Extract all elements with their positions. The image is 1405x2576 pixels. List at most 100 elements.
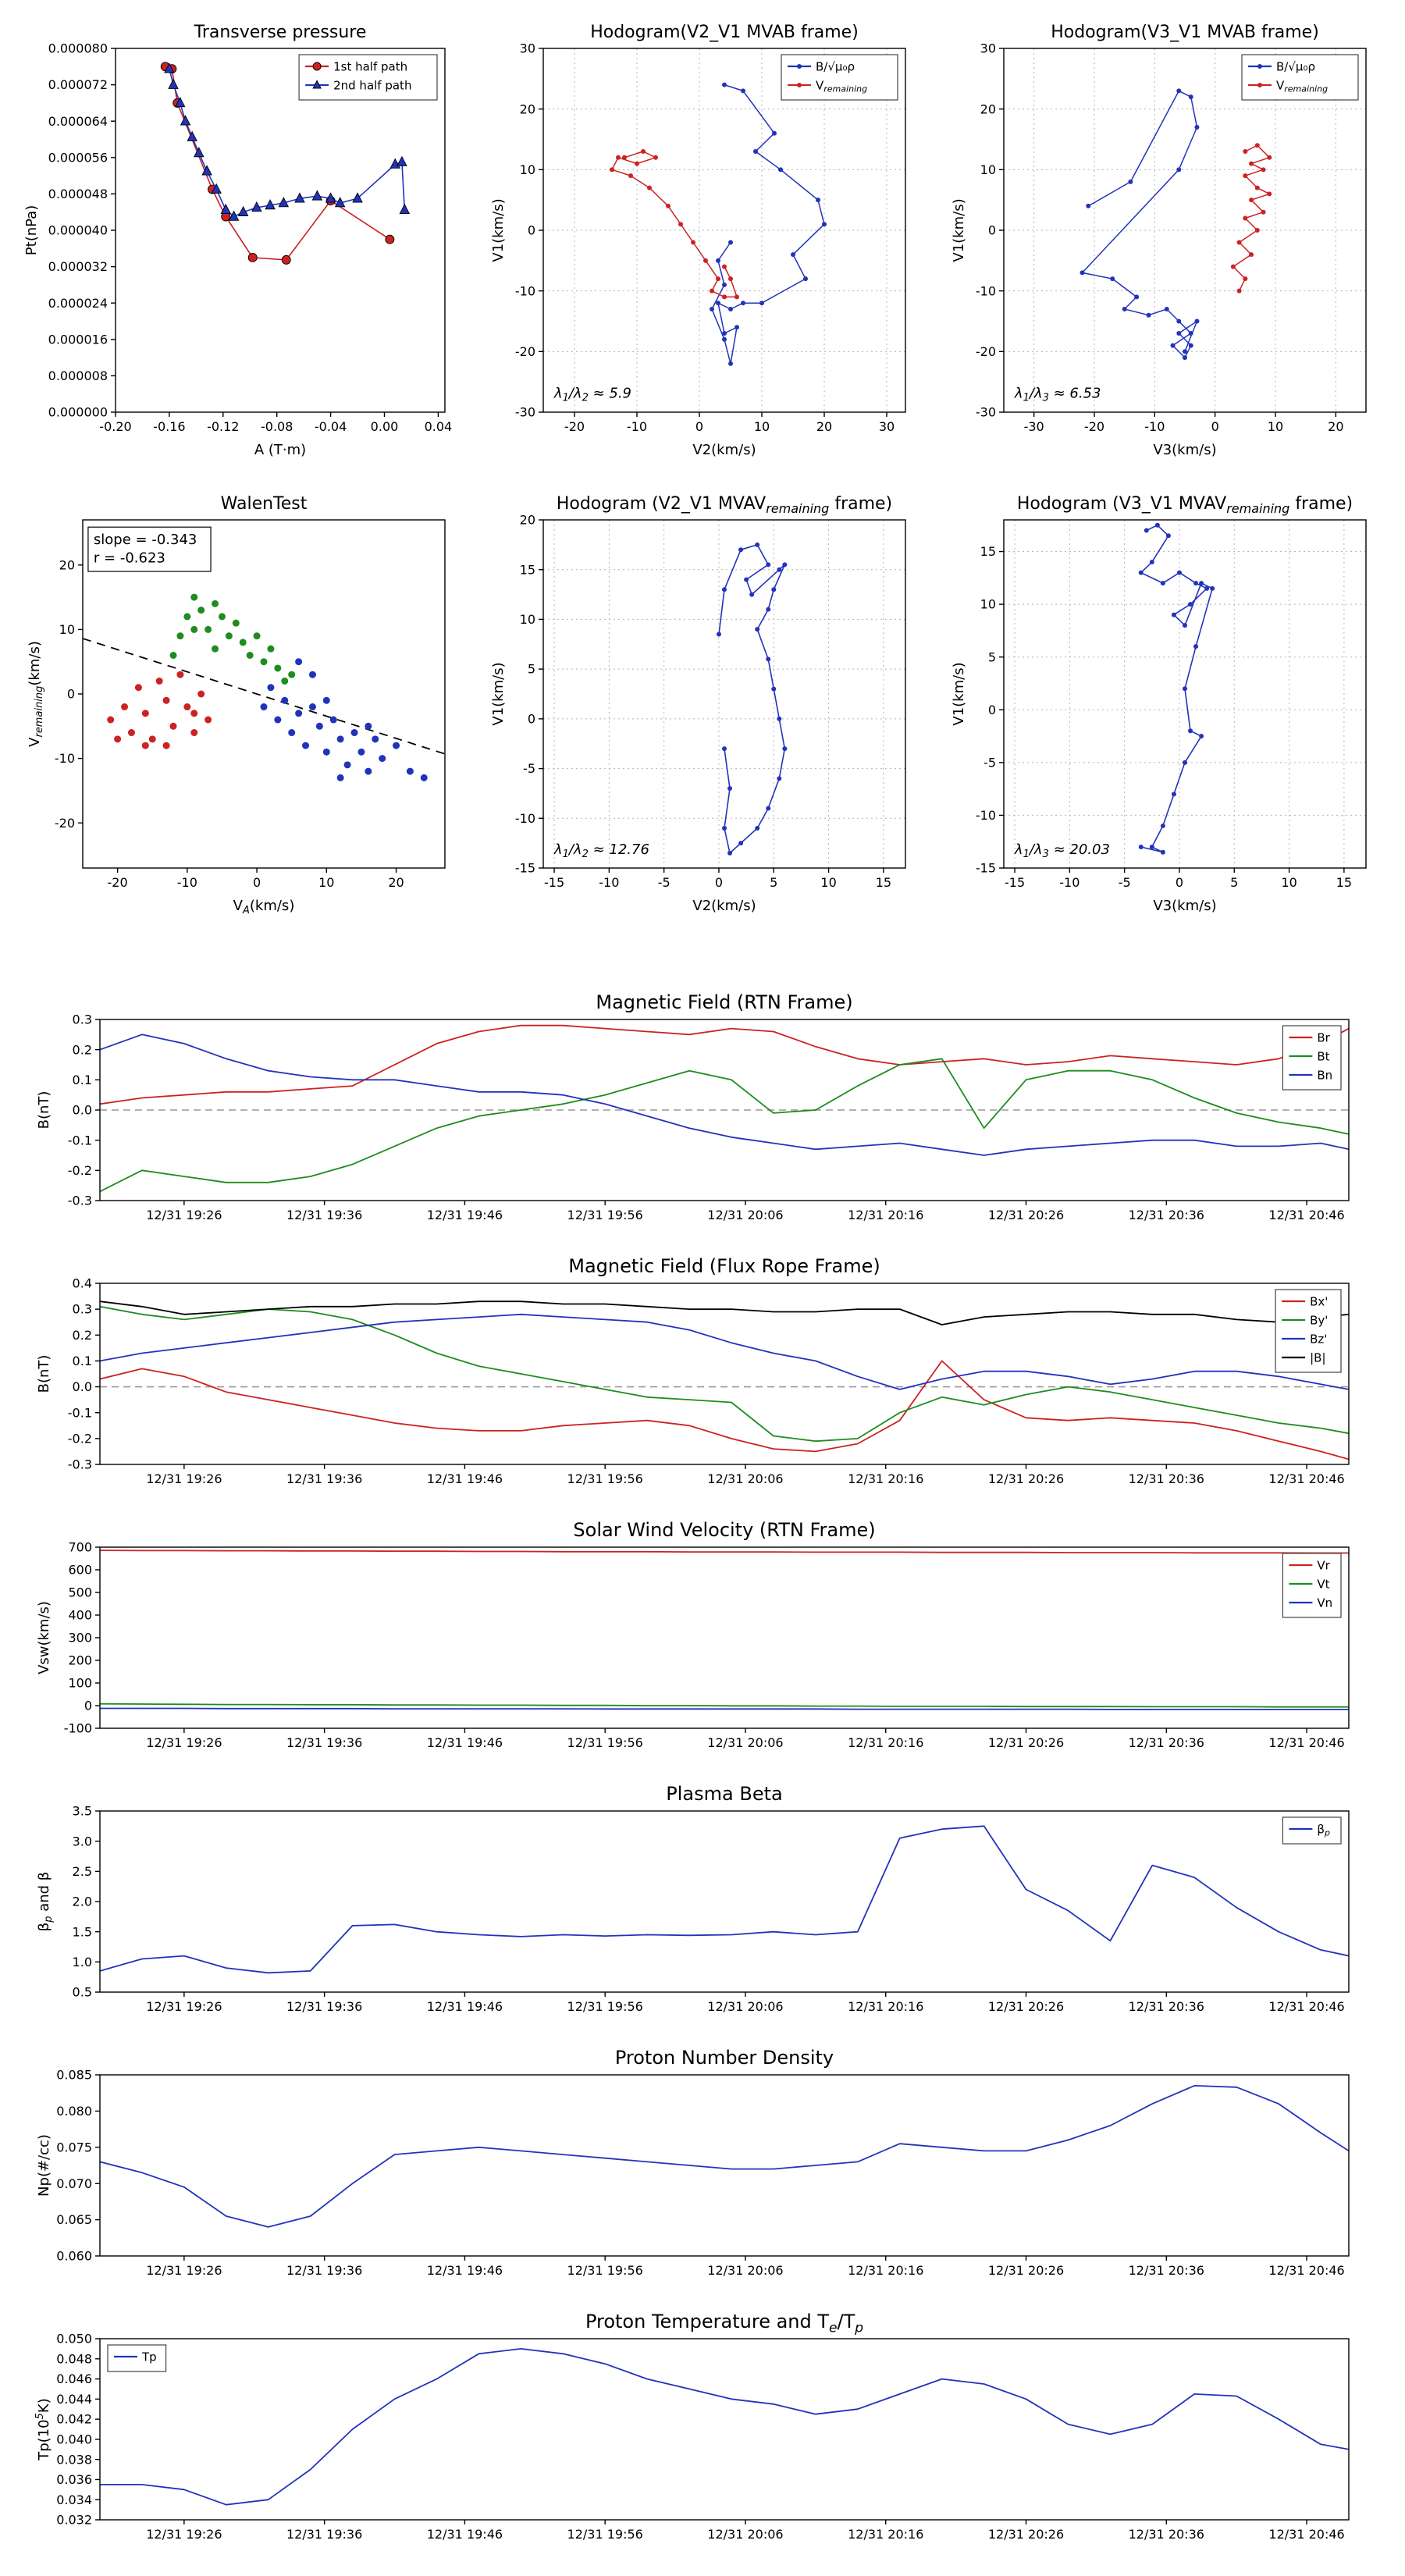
series-first-part [107,671,212,749]
svg-text:-5: -5 [984,755,996,770]
x-axis-label: V3(km/s) [1153,898,1216,914]
chart-title: Hodogram (V2_V1 MVAVremaining frame) [557,494,892,516]
y-axis-label: Tp(105K) [34,2398,52,2460]
svg-text:5: 5 [988,649,996,664]
chart-title: Magnetic Field (Flux Rope Frame) [568,1255,880,1277]
svg-text:-15: -15 [976,861,996,876]
chart-proton-number-density: 12/31 19:26 12/31 19:36 12/31 19:46 12/31 1… [23,2041,1382,2292]
plot-area [100,2348,1349,2506]
legend: Bx' By' Bz' |B| [1275,1289,1342,1373]
svg-text:0.080: 0.080 [56,2104,92,2119]
svg-text:0.0: 0.0 [73,1103,92,1118]
svg-text:12/31 20:26: 12/31 20:26 [988,1208,1064,1222]
svg-text:12/31 20:26: 12/31 20:26 [988,2527,1064,2542]
svg-text:12/31 20:16: 12/31 20:16 [848,2527,923,2542]
x-axis-label: V3(km/s) [1153,442,1216,458]
svg-text:-20: -20 [976,344,996,359]
y-axis: 0.000000 0.000008 0.000016 0.000024 0.000032… [48,41,116,420]
svg-text:12/31 19:56: 12/31 19:56 [567,1208,643,1222]
y-axis: -0.3 -0.2 -0.1 0.0 0.1 0.2 0.3 0.4 [68,1276,100,1472]
plot-area [716,542,788,856]
chart-svg-hodogram-v3v1-mvav: -15 -10 -5 0 5 10 15 -15 -10 -5 0 5 10 15 Hodogram (V3… [951,494,1367,914]
svg-text:600: 600 [68,1563,92,1578]
svg-text:12/31 19:56: 12/31 19:56 [567,2527,643,2542]
svg-text:12/31 20:46: 12/31 20:46 [1268,2527,1344,2542]
svg-text:30: 30 [879,419,895,434]
svg-text:12/31 19:36: 12/31 19:36 [286,1735,362,1750]
svg-text:0.000016: 0.000016 [48,332,108,347]
legend: Vr Vt Vn [1282,1553,1342,1618]
x-axis: -20 -10 0 10 20 [108,868,404,890]
y-axis-label: Np(#/cc) [36,2134,52,2197]
svg-text:-10: -10 [599,875,619,890]
svg-text:0.000080: 0.000080 [48,41,108,56]
svg-text:0.050: 0.050 [56,2332,92,2347]
svg-text:12/31 19:56: 12/31 19:56 [567,1471,643,1486]
svg-text:12/31 20:46: 12/31 20:46 [1268,1735,1344,1750]
svg-text:12/31 19:36: 12/31 19:36 [286,1208,362,1222]
svg-text:-0.20: -0.20 [99,419,131,434]
svg-text:0.032: 0.032 [56,2513,92,2528]
svg-text:12/31 20:06: 12/31 20:06 [707,2527,783,2542]
y-axis-label: V1(km/s) [490,198,507,262]
plot-frame [542,48,906,413]
svg-text:0.034: 0.034 [56,2492,92,2507]
svg-text:5: 5 [1230,875,1238,890]
svg-text:12/31 20:46: 12/31 20:46 [1268,1999,1344,2014]
svg-text:12/31 20:36: 12/31 20:36 [1129,1735,1204,1750]
chart-title: WalenTest [221,494,308,514]
chart-title: Magnetic Field (RTN Frame) [596,991,852,1013]
svg-text:-0.3: -0.3 [68,1194,92,1208]
series-V-remaining [610,149,739,300]
svg-text:0.038: 0.038 [56,2452,92,2467]
series-V-hodogram [716,542,788,856]
svg-text:-10: -10 [1059,875,1080,890]
svg-text:-20: -20 [564,419,585,434]
svg-text:12/31 19:56: 12/31 19:56 [567,1735,643,1750]
svg-text:0.1: 0.1 [73,1073,92,1087]
svg-text:10: 10 [1281,875,1297,890]
x-axis: -30 -20 -10 0 10 20 [1024,412,1344,434]
svg-text:Bt: Bt [1317,1049,1329,1063]
series-beta-p [100,1825,1349,1974]
y-axis: -20 -10 0 10 20 [55,557,83,831]
svg-text:0.048: 0.048 [56,2351,92,2366]
svg-text:30: 30 [980,41,996,56]
svg-text:12/31 19:46: 12/31 19:46 [427,1999,503,2014]
svg-text:20: 20 [980,101,996,116]
svg-text:λ1/λ3 ≈ 20.03: λ1/λ3 ≈ 20.03 [1014,841,1110,860]
svg-text:5: 5 [770,875,777,890]
svg-text:0.0: 0.0 [73,1379,92,1394]
annotation: λ1/λ3 ≈ 20.03 [1014,841,1110,860]
svg-text:0.070: 0.070 [56,2176,92,2191]
svg-text:-0.1: -0.1 [68,1405,92,1420]
svg-text:15: 15 [520,562,535,577]
svg-text:12/31 20:16: 12/31 20:16 [848,2263,923,2278]
plot-frame [1003,519,1367,869]
chart-solar-wind-velocity: 12/31 19:26 12/31 19:36 12/31 19:46 12/31 1… [23,1513,1382,1764]
chart-title: Proton Number Density [615,2047,834,2069]
svg-text:-5: -5 [1119,875,1131,890]
x-axis-label: V2(km/s) [692,898,756,914]
svg-text:-10: -10 [627,419,647,434]
chart-svg-solar-wind-velocity: 12/31 19:26 12/31 19:36 12/31 19:46 12/31 1… [36,1519,1350,1750]
chart-magnetic-field-flux-rope: 12/31 19:26 12/31 19:36 12/31 19:46 12/31 1… [23,1249,1382,1500]
svg-text:12/31 20:16: 12/31 20:16 [848,1471,923,1486]
svg-text:-0.2: -0.2 [68,1431,92,1446]
svg-text:-100: -100 [64,1721,92,1736]
svg-text:By': By' [1310,1313,1328,1327]
svg-text:-10: -10 [177,875,197,890]
series-Np [100,2085,1349,2228]
svg-text:2.0: 2.0 [73,1895,92,1909]
svg-text:0: 0 [253,875,261,890]
svg-text:Bn: Bn [1317,1068,1332,1082]
svg-text:0.5: 0.5 [73,1985,92,2000]
series-B-scaled [710,82,827,366]
annotation: slope = -0.343 r = -0.623 [87,526,212,572]
svg-text:-20: -20 [1084,419,1104,434]
svg-text:400: 400 [68,1608,92,1623]
svg-text:200: 200 [68,1653,92,1668]
svg-text:10: 10 [520,612,535,627]
x-axis: -15 -10 -5 0 5 10 15 [1005,868,1352,890]
chart-svg-walen-test: -20 -10 0 10 20 -20 -10 0 10 20 WalenTest VA(km/s) V… [27,494,446,916]
